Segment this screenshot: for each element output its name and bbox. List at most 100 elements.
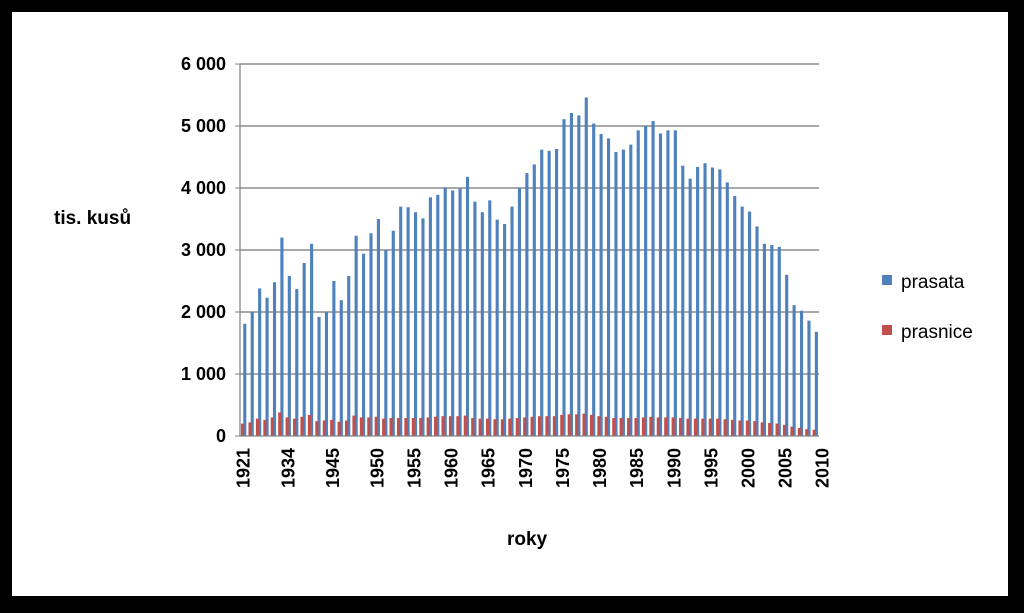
bar-prasnice-1987: [627, 418, 631, 436]
chart-frame: 0 1 000 2 000 3 000 4 000 5 000 6 000 1921 1934…: [12, 12, 1008, 596]
bar-prasnice-1970: [500, 419, 504, 436]
bar-prasnice-1994: [679, 418, 683, 436]
bar-prasata-2005: [762, 243, 766, 436]
bar-prasnice-1948: [337, 421, 341, 436]
bar-prasnice-1971: [508, 418, 512, 436]
bar-prasata-1923: [258, 288, 262, 436]
bar-prasnice-1985: [612, 418, 616, 436]
bar-prasnice-1975: [537, 416, 542, 436]
x-axis-title: roky: [507, 529, 548, 550]
bar-prasata-1955: [391, 230, 395, 436]
bar-prasata-1956: [399, 206, 403, 436]
bar-prasnice-2006: [768, 422, 772, 436]
bar-prasnice-1961: [434, 416, 438, 436]
bar-prasata-1951: [362, 253, 366, 436]
bar-prasata-2003: [748, 211, 752, 436]
bar-prasnice-1974: [530, 416, 534, 436]
bar-prasata-1986: [621, 149, 625, 436]
x-tick-label: 1995: [701, 448, 721, 488]
bar-prasnice-1996: [693, 418, 697, 436]
bar-prasnice-1984: [604, 416, 608, 436]
bar-prasnice-1947: [330, 419, 334, 436]
bar-prasnice-1980: [575, 414, 579, 436]
x-tick-label: 1970: [516, 448, 536, 488]
bar-prasata-1998: [710, 167, 715, 437]
bar-prasnice-1946: [322, 420, 326, 436]
bar-prasata-1948: [339, 300, 343, 436]
bar-prasata-1972: [517, 188, 522, 436]
bar-prasnice-1997: [701, 418, 705, 436]
bar-prasnice-2005: [760, 422, 764, 436]
bar-prasnice-1965: [463, 415, 467, 436]
bar-prasnice-1950: [352, 415, 356, 436]
bar-prasata-1936: [287, 276, 291, 436]
x-tick-label: 1950: [367, 448, 387, 488]
legend-swatch-prasata: [882, 275, 892, 285]
legend-label-prasnice: prasnice: [901, 322, 973, 343]
bar-prasata-1962: [443, 187, 447, 436]
bar-prasata-1974: [532, 164, 536, 436]
bar-prasata-1950: [354, 235, 358, 436]
legend-label-prasata: prasata: [901, 272, 965, 293]
bar-prasnice-1957: [404, 418, 408, 436]
bar-prasnice-1990: [649, 416, 653, 436]
x-tick-label: 1990: [664, 448, 684, 488]
bar-prasata-1987: [629, 144, 633, 436]
bar-prasata-1973: [525, 173, 529, 436]
bar-prasnice-1959: [419, 418, 423, 436]
bar-prasata-1990: [651, 121, 655, 436]
bar-prasata-1937: [295, 289, 299, 436]
bar-prasata-1975: [540, 149, 544, 436]
y-tick-labels: 0 1 000 2 000 3 000 4 000 5 000 6 000: [181, 54, 240, 446]
bar-prasata-1980: [577, 115, 581, 437]
bar-prasata-1966: [473, 201, 477, 436]
bar-prasnice-1988: [634, 418, 638, 436]
x-tick-label: 1955: [404, 448, 424, 488]
bar-prasnice-1968: [486, 418, 490, 436]
bar-prasnice-2001: [730, 419, 735, 436]
bar-prasnice-1931: [270, 417, 274, 436]
bar-prasnice-1960: [426, 417, 430, 436]
bar-prasata-2011: [807, 320, 811, 436]
bar-prasnice-2008: [782, 424, 787, 436]
bar-prasnice-2000: [723, 419, 727, 436]
bar-prasata-1965: [465, 176, 470, 436]
bar-prasata-1982: [592, 123, 596, 437]
bar-prasata-1921: [243, 323, 247, 436]
bar-prasata-1947: [332, 281, 336, 436]
bar-prasata-1984: [606, 138, 611, 436]
bar-prasnice-1992: [664, 417, 668, 436]
bar-prasnice-1993: [671, 417, 675, 436]
bar-prasata-1995: [688, 178, 692, 436]
bar-prasnice-1982: [589, 414, 594, 436]
bar-prasata-1946: [324, 312, 329, 436]
bar-prasnice-1937: [293, 418, 297, 436]
bar-prasata-1978: [562, 119, 566, 437]
bar-prasata-1967: [480, 212, 484, 436]
y-tick-label: 0: [216, 426, 226, 446]
x-tick-label: 1945: [323, 448, 343, 488]
bar-prasnice-1949: [344, 420, 349, 436]
bar-prasata-2006: [770, 245, 774, 436]
bar-prasnice-1981: [582, 413, 586, 436]
bar-prasata-1938: [302, 263, 306, 436]
x-tick-labels: 1921 1934 1945 1950 1955 1960 1965 1970 1975 1980…: [234, 448, 833, 488]
bar-prasata-1996: [696, 166, 700, 437]
bar-prasnice-1998: [708, 418, 712, 436]
bar-prasnice-1958: [411, 418, 415, 436]
bar-prasata-1970: [503, 223, 507, 436]
bar-prasnice-1967: [478, 418, 482, 436]
bar-prasata-2000: [725, 182, 729, 436]
bar-prasata-1922: [250, 312, 254, 436]
bar-prasata-1968: [488, 200, 492, 436]
bar-prasata-1957: [406, 207, 410, 436]
x-tick-label: 2005: [776, 448, 796, 488]
bar-prasnice-1973: [523, 417, 527, 436]
bar-prasata-1961: [436, 194, 440, 436]
bar-prasnice-2012: [812, 429, 816, 436]
bar-prasnice-1963: [448, 416, 453, 436]
bar-prasata-1954: [384, 250, 388, 436]
bar-prasnice-2002: [738, 420, 742, 436]
bar-prasnice-1938: [300, 416, 304, 436]
bar-prasata-2004: [755, 226, 759, 436]
